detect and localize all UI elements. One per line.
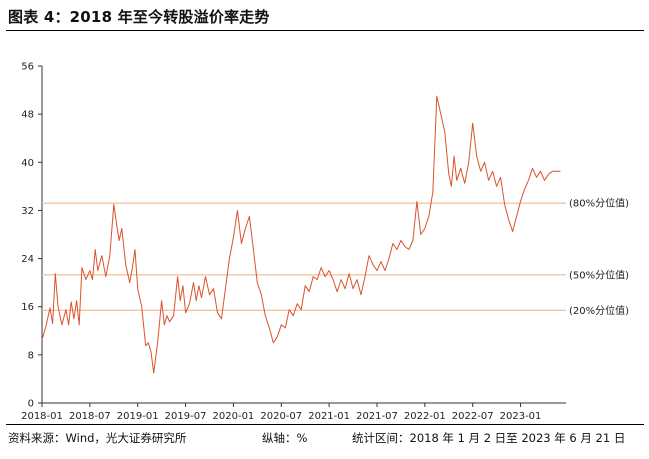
percentile-label: (80%分位值)	[569, 197, 629, 210]
x-tick-label: 2021-01	[308, 411, 350, 422]
x-tick-label: 2022-07	[452, 411, 494, 422]
y-tick-label: 0	[28, 399, 34, 410]
y-tick-label: 40	[21, 158, 34, 169]
x-tick-label: 2018-07	[69, 411, 111, 422]
premium-rate-series-line	[41, 95, 561, 374]
y-tick-label: 32	[21, 206, 34, 217]
x-tick-label: 2020-01	[213, 411, 255, 422]
source-note: 资料来源：Wind，光大证券研究所	[8, 431, 187, 445]
y-tick-label: 24	[21, 254, 34, 265]
percentile-label: (50%分位值)	[569, 268, 629, 281]
x-tick-label: 2019-01	[117, 411, 159, 422]
y-tick-label: 8	[28, 350, 34, 361]
x-tick-label: 2022-01	[404, 411, 446, 422]
y-tick-label: 48	[21, 110, 34, 121]
y-tick-label: 56	[21, 62, 34, 73]
x-tick-label: 2021-07	[356, 411, 398, 422]
y-axis-unit-note: 纵轴：%	[262, 431, 308, 445]
period-note: 统计区间：2018 年 1 月 2 日至 2023 年 6 月 21 日	[352, 431, 626, 445]
x-tick-label: 2020-07	[260, 411, 302, 422]
footer-divider	[6, 424, 644, 425]
x-tick-label: 2018-01	[21, 411, 63, 422]
y-tick-label: 16	[21, 302, 34, 313]
x-tick-label: 2023-01	[500, 411, 542, 422]
title-divider	[6, 30, 644, 31]
chart-title: 图表 4：2018 年至今转股溢价率走势	[8, 8, 270, 26]
x-tick-label: 2019-07	[165, 411, 207, 422]
percentile-label: (20%分位值)	[569, 304, 629, 317]
